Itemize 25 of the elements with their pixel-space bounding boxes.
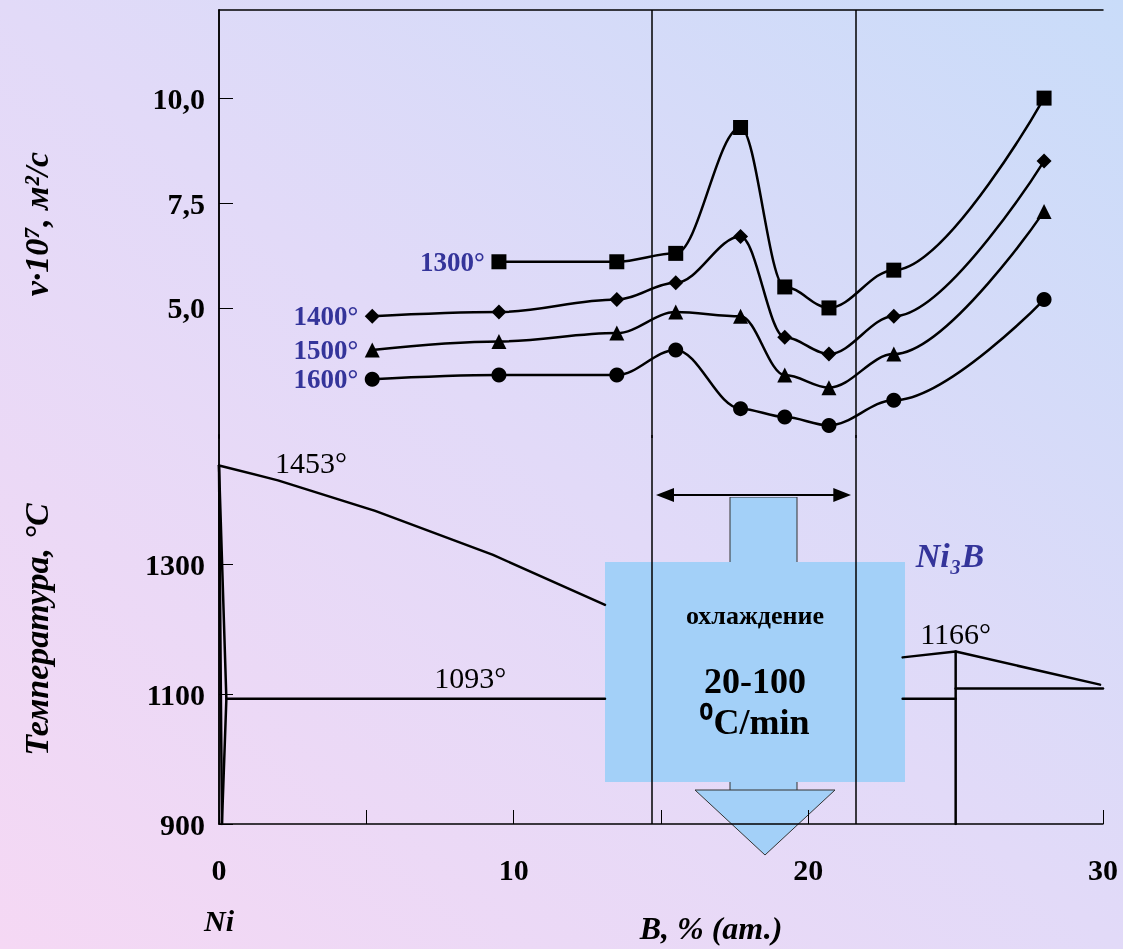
y-tick-label: 1100 [146, 677, 205, 711]
series-label: 1400° [293, 301, 359, 332]
annotation: 1166° [920, 617, 992, 651]
series-label: 1300° [420, 246, 485, 277]
y-tick-label: 7,5 [167, 186, 205, 220]
annotation: 20-100 [704, 660, 806, 702]
annotation: 1453° [275, 445, 347, 479]
x-tick-label: 20 [793, 852, 824, 886]
x-axis-title: B, % (ат.) [638, 910, 783, 946]
annotation: ⁰C/min [700, 701, 810, 744]
x-tick-label: 30 [1088, 852, 1118, 886]
annotation: 1093° [434, 661, 507, 695]
y-tick-label: 1300 [145, 548, 205, 582]
x-tick-label: 0 [211, 852, 227, 886]
y-tick-label: 10,0 [152, 81, 205, 115]
x-tick-label: 10 [498, 852, 529, 886]
annotation: охлаждение [686, 600, 824, 631]
series-label: 1600° [293, 364, 359, 395]
annotation: Ni₃B [914, 536, 985, 574]
series-label: 1500° [293, 334, 359, 365]
y-axis-title: v·10⁷, м²/с [17, 151, 55, 297]
y-tick-label: 900 [160, 807, 205, 841]
y-tick-label: 5,0 [167, 291, 205, 325]
y-axis-title: Температура, °C [17, 502, 55, 756]
annotation: Ni [203, 903, 235, 937]
